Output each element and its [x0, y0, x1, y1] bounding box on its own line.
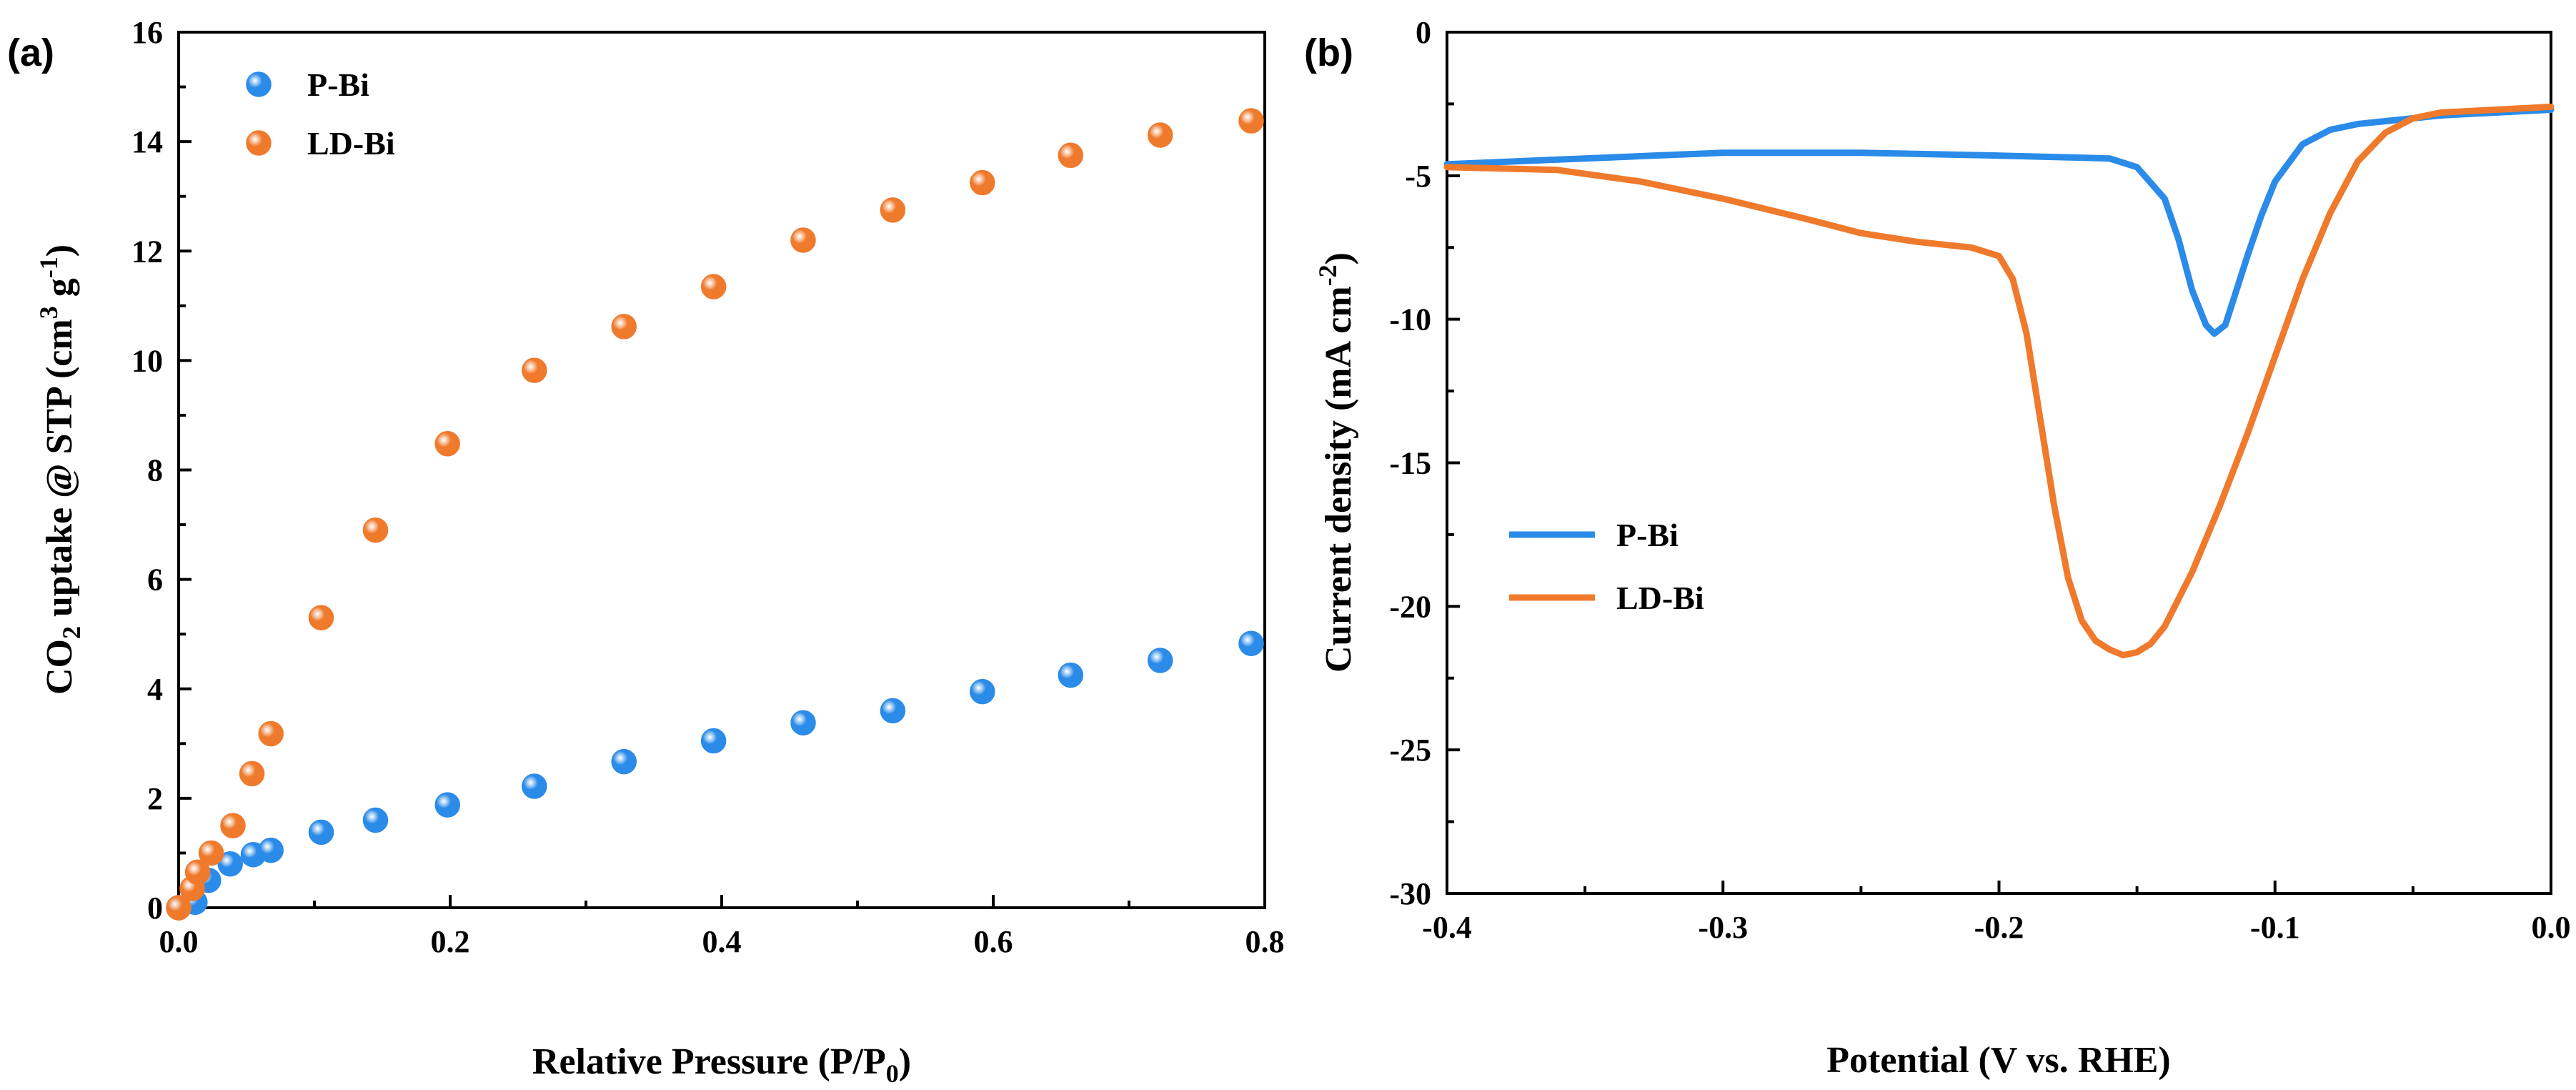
panel-b-x-tick-label: -0.2 [1974, 910, 2024, 945]
panel-a-y-tick-label: 16 [131, 15, 163, 50]
panel-a-label: (a) [7, 31, 54, 74]
panel-a-point-p-bi [880, 698, 906, 724]
panel-a-point-ld-bi [611, 314, 637, 340]
panel-a-point-ld-bi [700, 274, 727, 299]
legend-label-ld-bi: LD-Bi [307, 125, 395, 162]
panel-a-point-ld-bi [1147, 122, 1173, 148]
panel-a-y-tick-label: 14 [131, 124, 163, 159]
panel-a-point-ld-bi [522, 357, 547, 383]
panel-b-y-ticks: 0 -5 -10 -15 -20 -25 -30 [1389, 15, 1460, 911]
panel-a-x-ticks: 0.0 0.2 0.4 0.6 0.8 [159, 895, 1285, 959]
panel-b-y-tick-label: 0 [1416, 15, 1431, 50]
panel-b-y-tick-label: -20 [1389, 589, 1431, 624]
legend-label-p-bi: P-Bi [307, 66, 369, 103]
panel-a-point-p-bi [1058, 662, 1084, 688]
panel-b-x-ticks: -0.4 -0.3 -0.2 -0.1 0.0 [1422, 881, 2571, 945]
panel-a-y-tick-label: 8 [147, 453, 163, 488]
panel-a-point-p-bi [611, 748, 637, 775]
legend-label-ld-bi: LD-Bi [1616, 580, 1704, 616]
panel-a-point-ld-bi [1058, 142, 1084, 169]
panel-a-point-ld-bi [790, 227, 816, 253]
panel-a-point-ld-bi [258, 720, 284, 747]
panel-a-point-ld-bi [434, 431, 460, 457]
panel-a-point-ld-bi [362, 517, 389, 543]
panel-a-point-ld-bi [198, 840, 224, 866]
panel-a-x-tick-label: 0.8 [1245, 924, 1285, 959]
panel-a-point-p-bi [362, 807, 389, 833]
panel-a-legend: P-Bi LD-Bi [246, 66, 395, 162]
panel-a-x-tick-label: 0.4 [702, 924, 742, 959]
panel-b-x-axis-title: Potential (V vs. RHE) [1826, 1040, 2170, 1081]
panel-a-x-axis-title: Relative Pressure (P/P0) [532, 1041, 911, 1088]
panel-a-point-p-bi [217, 851, 243, 877]
panel-a-point-p-bi [790, 710, 816, 735]
panel-b-plot-frame [1446, 31, 2552, 895]
panel-a-y-tick-label: 2 [147, 781, 163, 816]
panel-a-point-p-bi [1147, 648, 1173, 673]
panel-b-y-tick-label: -5 [1405, 159, 1431, 194]
panel-a-data-points [166, 108, 1264, 921]
panel-b-legend: P-Bi LD-Bi [1509, 517, 1704, 616]
legend-marker-p-bi [246, 71, 272, 97]
panel-b-current-density-chart: (b) -0.4 -0.3 -0.2 -0.1 0.0 0 -5 -10 -15 -20 -25 -… [1304, 15, 2571, 1081]
panel-a-x-tick-label: 0.6 [974, 924, 1013, 959]
panel-b-y-tick-label: -30 [1389, 876, 1431, 911]
panel-a-point-ld-bi [970, 169, 995, 196]
panel-b-y-tick-label: -10 [1389, 302, 1431, 337]
panel-a-y-tick-label: 12 [131, 234, 163, 269]
panel-a-point-p-bi [434, 792, 460, 818]
panel-a-point-p-bi [522, 773, 547, 799]
panel-a-plot-frame [177, 31, 1266, 909]
panel-a-y-tick-label: 4 [147, 672, 163, 707]
panel-a-point-ld-bi [239, 760, 265, 787]
panel-a-point-p-bi [700, 728, 727, 754]
panel-b-data-lines [1443, 103, 2555, 659]
panel-a-y-tick-label: 0 [147, 891, 163, 926]
panel-b-label: (b) [1304, 31, 1353, 74]
panel-a-y-tick-label: 10 [131, 343, 163, 378]
panel-a-point-p-bi [1238, 630, 1264, 656]
panel-b-y-tick-label: -15 [1389, 446, 1431, 481]
panel-b-line-p-bi [1443, 106, 2555, 337]
panel-a-uptake-chart: (a) 0.0 0.2 0.4 0.6 0.8 0 2 4 6 8 10 12 14 16 P-Bi LD… [7, 15, 1285, 1088]
panel-b-line-ld-bi [1443, 103, 2555, 659]
panel-a-point-p-bi [308, 819, 334, 846]
panel-b-y-axis-title: Current density (mA cm-2) [1313, 252, 1359, 673]
panel-a-y-tick-label: 6 [147, 563, 163, 598]
panel-a-y-ticks: 0 2 4 6 8 10 12 14 16 [131, 15, 192, 926]
panel-a-y-axis-title: CO2 uptake @ STP (cm3 g-1) [34, 244, 86, 695]
panel-a-x-tick-label: 0.2 [431, 924, 470, 959]
panel-a-point-ld-bi [880, 197, 906, 223]
panel-b-x-tick-label: 0.0 [2532, 910, 2571, 945]
panel-a-point-ld-bi [1238, 108, 1264, 134]
panel-a-point-ld-bi [166, 895, 192, 921]
panel-b-x-tick-label: -0.4 [1422, 910, 1472, 945]
panel-a-point-ld-bi [220, 813, 246, 838]
panel-a-point-ld-bi [184, 859, 211, 885]
panel-b-y-tick-label: -25 [1389, 733, 1431, 768]
panel-a-point-p-bi [970, 678, 995, 705]
legend-label-p-bi: P-Bi [1616, 517, 1679, 553]
panel-a-point-p-bi [258, 837, 284, 863]
panel-b-x-tick-label: -0.3 [1698, 910, 1748, 945]
panel-a-x-tick-label: 0.0 [159, 924, 199, 959]
panel-b-x-tick-label: -0.1 [2250, 910, 2300, 945]
panel-a-point-ld-bi [308, 605, 334, 630]
legend-marker-ld-bi [246, 130, 272, 156]
